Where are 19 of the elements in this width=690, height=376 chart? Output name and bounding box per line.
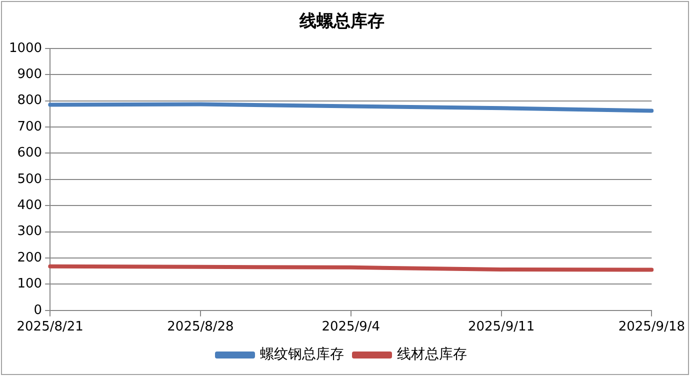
y-tick-label: 200: [17, 250, 42, 266]
y-tick-label: 600: [17, 146, 42, 161]
x-tick-label: 2025/9/18: [618, 320, 686, 335]
y-tick-label: 900: [17, 66, 42, 82]
y-tick-label: 400: [17, 198, 42, 213]
y-tick-label: 500: [17, 172, 42, 187]
x-tick-label: 2025/8/21: [16, 320, 84, 335]
chart-title: 线螺总库存: [298, 12, 384, 32]
y-tick-label: 1000: [8, 40, 42, 56]
y-tick-label: 700: [17, 119, 42, 134]
y-tick-label: 300: [17, 224, 42, 240]
y-tick-label: 0: [34, 302, 42, 318]
legend-label: 螺纹钢总库存: [260, 346, 344, 363]
x-tick-label: 2025/9/11: [468, 320, 535, 335]
legend-label: 线材总库存: [397, 346, 467, 363]
y-tick-label: 100: [17, 276, 42, 292]
x-tick-label: 2025/9/4: [322, 320, 380, 335]
y-tick-label: 800: [17, 93, 42, 108]
x-tick-label: 2025/8/28: [167, 320, 234, 335]
